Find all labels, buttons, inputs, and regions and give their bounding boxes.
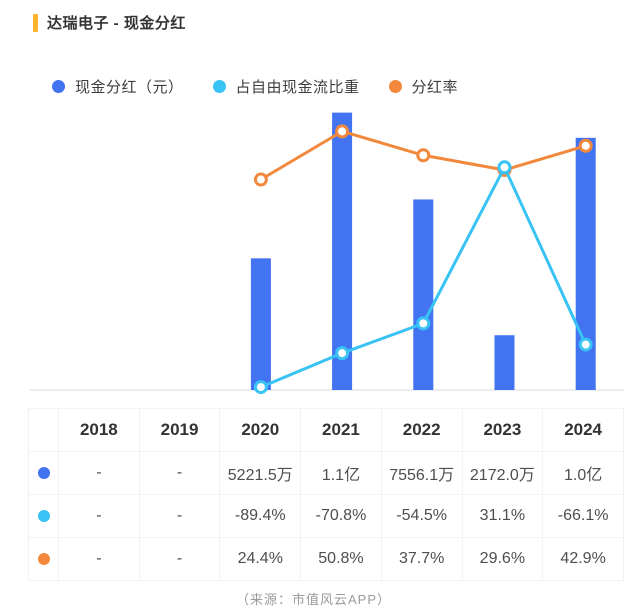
series-dot-icon [37, 552, 50, 565]
title-accent-bar-icon [33, 13, 38, 32]
header-cell-year: 2024 [542, 408, 624, 452]
bar-2021 [332, 112, 353, 390]
table-row: - - -89.4% -70.8% -54.5% 31.1% -66.1% [28, 494, 624, 538]
chart-legend: 现金分红（元） 占自由现金流比重 分红率 [52, 76, 458, 97]
legend-item-label: 分红率 [411, 79, 459, 96]
table-head: 2018 2019 2020 2021 2022 2023 2024 [28, 408, 624, 452]
page-title: 达瑞电子 - 现金分红 [47, 15, 186, 32]
legend-item-label: 现金分红（元） [75, 79, 184, 96]
series-dot-icon [37, 466, 50, 479]
bar-2023 [494, 335, 515, 390]
value-cell: - [138, 494, 221, 538]
value-cell: 37.7% [380, 537, 463, 581]
table-body: - -5221.5万 1.1亿 7556.1万 2172.0万 1.0亿 - - -89.4% -… [28, 451, 624, 581]
point-占自由现金流比重-2022 [416, 316, 431, 331]
header-cell-series [28, 408, 59, 452]
header-cell-year: 2018 [58, 408, 140, 452]
header-cell-year: 2019 [138, 408, 221, 452]
bar-2022 [413, 199, 434, 390]
legend-item-0[interactable]: 现金分红（元） [52, 76, 184, 97]
value-cell: 31.1% [461, 494, 544, 538]
point-分红率-2024 [578, 138, 593, 153]
chart-canvas [30, 112, 624, 395]
header-cell-year: 2021 [300, 408, 382, 452]
series-dot-cell [28, 537, 59, 581]
header-cell-year: 2020 [219, 408, 302, 452]
value-cell: - [58, 451, 140, 495]
value-cell: - [138, 537, 221, 581]
legend-dot-icon [388, 80, 402, 93]
table-row: - -24.4% 50.8% 37.7% 29.6% 42.9% [28, 537, 624, 581]
bar-2020 [250, 258, 271, 390]
series-dot-cell [28, 451, 59, 495]
point-分红率-2022 [416, 148, 431, 163]
legend-dot-icon [212, 80, 226, 93]
legend-item-1[interactable]: 占自由现金流比重 [212, 76, 360, 97]
legend-item-2[interactable]: 分红率 [388, 76, 459, 97]
table-row: - -5221.5万 1.1亿 7556.1万 2172.0万 1.0亿 [28, 451, 624, 495]
value-cell: 2172.0万 [461, 451, 544, 495]
value-cell: 50.8% [300, 537, 382, 581]
series-dot-icon [37, 509, 50, 522]
value-cell: 1.0亿 [542, 451, 624, 495]
dividend-table: 2018 2019 2020 2021 2022 2023 2024 - -5221.5万 1.… [28, 408, 624, 581]
point-占自由现金流比重-2021 [335, 346, 350, 361]
title-block: 达瑞电子 - 现金分红 [33, 12, 186, 33]
value-cell: -70.8% [300, 494, 382, 538]
value-cell: -66.1% [542, 494, 624, 538]
value-cell: - [138, 451, 221, 495]
value-cell: 42.9% [542, 537, 624, 581]
legend-item-label: 占自由现金流比重 [235, 79, 360, 96]
value-cell: 5221.5万 [219, 451, 302, 495]
value-cell: -89.4% [219, 494, 302, 538]
point-分红率-2021 [335, 124, 350, 139]
value-cell: 7556.1万 [380, 451, 463, 495]
header-cell-year: 2023 [461, 408, 544, 452]
value-cell: - [58, 537, 140, 581]
value-cell: 29.6% [461, 537, 544, 581]
point-占自由现金流比重-2024 [578, 337, 593, 352]
point-分红率-2020 [253, 172, 268, 187]
series-dot-cell [28, 494, 59, 538]
value-cell: 1.1亿 [300, 451, 382, 495]
source-note: （来源：市值风云APP） [235, 592, 391, 607]
point-占自由现金流比重-2023 [497, 160, 512, 175]
value-cell: - [58, 494, 140, 538]
value-cell: 24.4% [219, 537, 302, 581]
bar-2024 [575, 137, 596, 390]
point-占自由现金流比重-2020 [253, 380, 268, 395]
value-cell: -54.5% [380, 494, 463, 538]
header-cell-year: 2022 [380, 408, 463, 452]
table-header-row: 2018 2019 2020 2021 2022 2023 2024 [28, 408, 624, 452]
legend-dot-icon [52, 80, 65, 93]
